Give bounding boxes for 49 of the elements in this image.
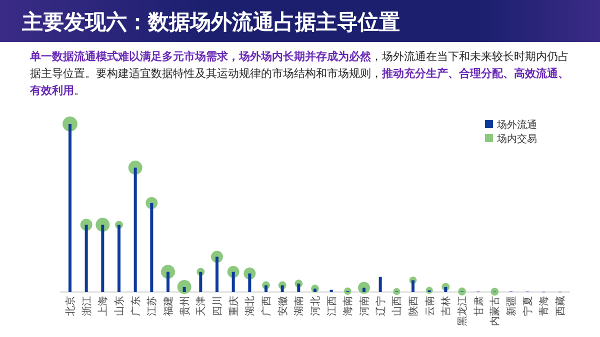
x-tick-label: 甘肃 [472,296,485,316]
x-tick-label: 上海 [97,296,110,316]
x-tick-label: 重庆 [228,296,240,316]
x-tick-label: 贵州 [178,296,191,316]
x-tick-label: 四川 [212,296,224,316]
bar [84,224,88,292]
legend-label: 场外流通 [496,119,537,131]
bar [444,286,448,292]
bar [232,272,235,292]
x-tick-label: 江苏 [146,296,158,316]
x-tick-label: 内蒙古 [489,296,502,326]
legend-label: 场内交易 [496,133,537,145]
x-tick-label: 浙江 [80,296,93,316]
x-tick-label: 山西 [391,296,404,316]
x-tick-label: 广西 [260,296,272,316]
x-tick-label: 山东 [114,296,126,316]
x-tick-label: 河南 [358,296,370,316]
x-tick-label: 吉林 [440,296,452,316]
text: 单一数据流通模式难以满足多元市场需求，场外场内长期并存成为必然，场外流通在当下和未来较长时期内仍占据主导位置。要构建适宜数据特性及其运动规律的市场结构和市场规则，推动充分生产、合理分配、高效流通、有效利用。 [30,50,569,97]
x-tick-label: 海南 [342,296,354,316]
bar [134,168,137,292]
bar [68,124,72,292]
x-tick-label: 西藏 [554,296,566,316]
x-tick-label: 北京 [64,296,76,316]
x-tick-label: 辽宁 [374,296,387,316]
bar [150,202,154,292]
x-tick-label: 河北 [310,296,322,316]
x-tick-label: 宁夏 [522,296,534,316]
x-tick-label: 湖南 [293,296,306,316]
bar [314,288,316,292]
x-tick-label: 安徽 [276,296,289,316]
bar [362,288,366,292]
bar [216,256,218,292]
x-tick-label: 黑龙江 [456,296,468,326]
bar [248,274,252,292]
x-tick-label: 湖北 [244,296,256,316]
chart-title: 主要发现六：数据场外流通占据主导位置 [22,9,400,36]
x-tick-label: 新疆 [506,296,518,316]
bar [101,224,104,292]
x-tick-label: 青海 [538,296,550,316]
x-tick-label: 江西 [326,296,338,316]
x-tick-label: 广东 [130,296,142,316]
bar [378,276,382,292]
bar [182,286,186,292]
x-tick-label: 天津 [195,296,208,316]
x-tick-label: 福建 [162,296,174,316]
x-tick-label: 云南 [424,296,436,316]
bar [166,272,170,292]
x-tick-label: 陕西 [408,296,420,316]
